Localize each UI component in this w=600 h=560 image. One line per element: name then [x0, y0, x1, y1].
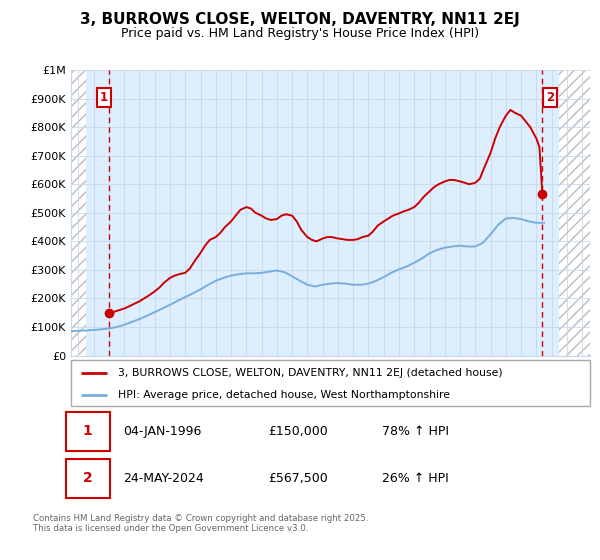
FancyBboxPatch shape [71, 360, 590, 406]
Text: Contains HM Land Registry data © Crown copyright and database right 2025.
This d: Contains HM Land Registry data © Crown c… [33, 514, 368, 534]
Text: 1: 1 [83, 424, 92, 438]
Text: £567,500: £567,500 [268, 472, 328, 485]
Text: 78% ↑ HPI: 78% ↑ HPI [382, 424, 449, 438]
Text: 24-MAY-2024: 24-MAY-2024 [123, 472, 203, 485]
Text: 3, BURROWS CLOSE, WELTON, DAVENTRY, NN11 2EJ (detached house): 3, BURROWS CLOSE, WELTON, DAVENTRY, NN11… [118, 368, 502, 378]
Text: 2: 2 [83, 472, 92, 485]
Text: Price paid vs. HM Land Registry's House Price Index (HPI): Price paid vs. HM Land Registry's House … [121, 27, 479, 40]
Text: £150,000: £150,000 [268, 424, 328, 438]
Bar [559, 70, 590, 356]
Bar [559, 70, 590, 356]
Text: 2: 2 [546, 91, 554, 104]
Text: 04-JAN-1996: 04-JAN-1996 [123, 424, 201, 438]
Bar [71, 70, 86, 356]
FancyBboxPatch shape [65, 459, 110, 498]
Text: HPI: Average price, detached house, West Northamptonshire: HPI: Average price, detached house, West… [118, 390, 449, 399]
FancyBboxPatch shape [65, 412, 110, 451]
Bar [71, 70, 86, 356]
Text: 3, BURROWS CLOSE, WELTON, DAVENTRY, NN11 2EJ: 3, BURROWS CLOSE, WELTON, DAVENTRY, NN11… [80, 12, 520, 27]
Text: 26% ↑ HPI: 26% ↑ HPI [382, 472, 449, 485]
Text: 1: 1 [100, 91, 108, 104]
